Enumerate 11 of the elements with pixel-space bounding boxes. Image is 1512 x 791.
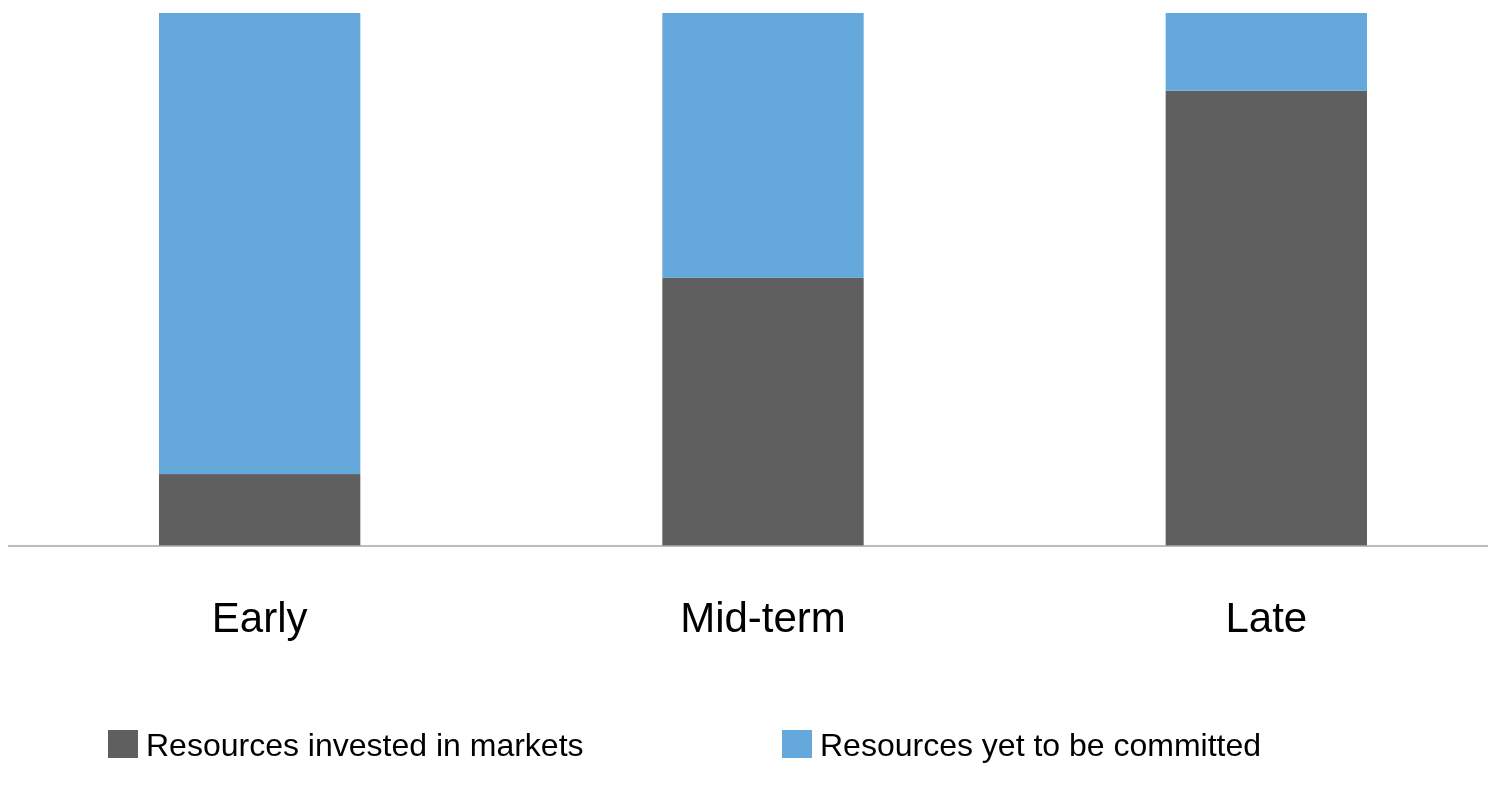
x-tick-label: Late (1225, 594, 1308, 641)
bar (159, 13, 361, 475)
bar (662, 277, 864, 546)
bar (1165, 90, 1367, 546)
bar (662, 13, 864, 278)
bar (159, 474, 361, 546)
bar (1165, 13, 1367, 91)
x-tick-label: Mid-term (680, 594, 846, 641)
legend-label: Resources invested in markets (146, 727, 584, 763)
x-tick-label: Early (211, 594, 308, 641)
legend-label: Resources yet to be committed (820, 727, 1262, 763)
